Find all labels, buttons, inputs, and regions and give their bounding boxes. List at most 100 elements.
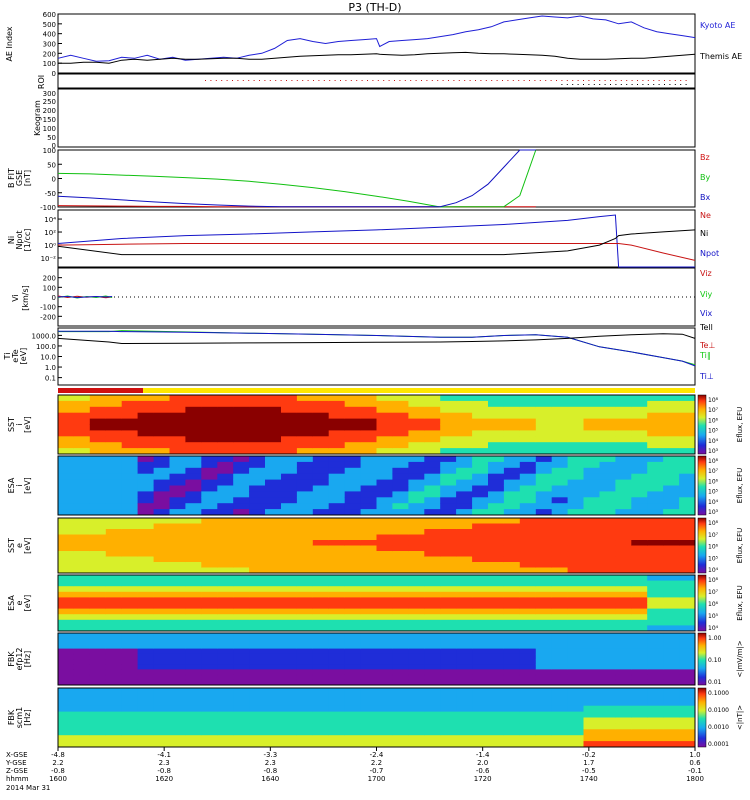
colorbar-tick-label: 10⁴ <box>708 567 719 574</box>
spectrogram-cell <box>296 608 314 615</box>
x-axis-row-labels: X-GSE Y-GSE Z-GSE hhmm 2014 Mar 31 <box>5 751 50 792</box>
spectrogram-cell <box>631 556 648 563</box>
legend-tell: Tell <box>699 323 713 332</box>
spectrogram-cell <box>519 608 537 615</box>
spectrogram-cell <box>296 597 314 604</box>
spectrogram-cell <box>583 723 600 730</box>
colorbar-label: Eflux, EFU <box>736 528 744 563</box>
spectrogram-cell <box>567 688 584 695</box>
spectrogram-cell <box>217 473 234 481</box>
spectrogram-cell <box>265 461 282 469</box>
spectrogram-cell <box>58 741 75 748</box>
spectrogram-cell <box>519 603 537 610</box>
spectrogram-cell <box>583 540 600 546</box>
spectrogram-cell <box>233 395 250 402</box>
spectrogram-cell <box>121 485 139 492</box>
spectrogram-cell <box>679 597 696 604</box>
spectrogram-cell <box>599 545 616 552</box>
ae-frame <box>57 13 696 74</box>
spectrogram-cell <box>392 551 409 557</box>
spectrogram-cell <box>328 448 346 455</box>
spectrogram-cell <box>472 467 489 475</box>
spectrogram-cell <box>456 479 473 486</box>
spectrogram-cell <box>281 418 298 425</box>
plot-title: P3 (TH-D) <box>348 1 401 14</box>
spectrogram-cell <box>169 509 186 516</box>
spectrogram-cell <box>535 461 553 469</box>
spectrogram-cell <box>185 529 202 535</box>
spectrogram-cell <box>408 723 425 730</box>
spectrogram-cell <box>551 679 569 686</box>
spectrogram-cell <box>408 608 425 615</box>
spectrogram-cell <box>583 741 600 748</box>
spectrogram-cell <box>281 575 298 582</box>
spectrogram-cell <box>376 619 393 626</box>
spectrogram-cell <box>472 473 489 481</box>
spectrogram-cell <box>679 406 696 414</box>
spectrogram-cell <box>535 518 553 524</box>
spectrogram-cell <box>249 614 266 621</box>
roi-marker <box>269 80 271 81</box>
spectrogram-cell <box>535 633 553 639</box>
spectrogram-cell <box>233 497 250 504</box>
spectrogram-cell <box>328 545 346 552</box>
spectrogram-cell <box>217 591 234 598</box>
roi-marker <box>599 80 601 81</box>
spectrogram-cell <box>265 406 282 414</box>
spectrogram-cell <box>344 711 362 718</box>
spectrogram-cell <box>105 418 123 425</box>
spectrogram-cell <box>567 545 584 552</box>
spectrogram-cell <box>328 705 346 713</box>
spectrogram-cell <box>488 699 505 707</box>
spectrogram-cell <box>312 523 330 530</box>
spectrogram-cell <box>599 619 616 626</box>
spectrogram-ylabel: SST <box>7 417 16 432</box>
spectrogram-cell <box>392 619 409 626</box>
roi-marker <box>205 80 206 81</box>
roi-marker <box>680 80 682 81</box>
roi-marker <box>615 84 617 85</box>
spectrogram-cell <box>535 586 553 593</box>
spectrogram-ylabel: [Hz] <box>23 709 32 725</box>
spectrogram-cell <box>551 586 569 593</box>
spectrogram-cell <box>58 729 75 736</box>
spectrogram-cell <box>472 586 489 593</box>
roi-marker <box>415 80 417 81</box>
spectrogram-cell <box>296 717 314 724</box>
spectrogram-cell <box>344 430 362 437</box>
spectrogram-cell <box>583 679 600 686</box>
roi-marker <box>291 80 293 81</box>
roi-marker <box>620 80 622 81</box>
spectrogram-cell <box>137 717 154 724</box>
roi-marker <box>323 80 325 81</box>
spectrogram-cell <box>472 619 489 626</box>
spectrogram-cell <box>249 430 266 437</box>
spectrogram-cell <box>169 705 186 713</box>
spectrogram-cell <box>519 473 537 481</box>
spectrogram-cell <box>567 648 584 655</box>
spectrogram-cell <box>424 430 441 437</box>
spectrogram-cell <box>296 456 314 463</box>
x-axis-row-hhmm: hhmm <box>6 775 29 783</box>
spectrogram-cell <box>58 586 75 593</box>
spectrogram-cell <box>424 717 441 724</box>
spectrogram-cell <box>281 473 298 481</box>
spectrogram-cell <box>472 424 489 431</box>
spectrogram-cell <box>296 395 314 402</box>
spectrogram-cell <box>281 412 298 420</box>
spectrogram-cell <box>328 556 346 563</box>
spectrogram-cell <box>217 448 234 455</box>
roi-marker <box>280 80 282 81</box>
spectrogram-cell <box>233 418 250 425</box>
spectrogram-cell <box>281 540 298 546</box>
spectrogram-cell <box>249 674 266 681</box>
spectrogram-cell <box>647 523 664 530</box>
spectrogram-cell <box>137 688 154 695</box>
colorbar-tick-label: 10⁶ <box>708 544 719 551</box>
spectrogram-cell <box>233 479 250 486</box>
spectrogram-cell <box>296 625 314 632</box>
spectrogram-cell <box>281 619 298 626</box>
spectrogram-cell <box>73 638 91 644</box>
spectrogram-cell <box>312 693 330 701</box>
spectrogram-cell <box>663 418 680 425</box>
